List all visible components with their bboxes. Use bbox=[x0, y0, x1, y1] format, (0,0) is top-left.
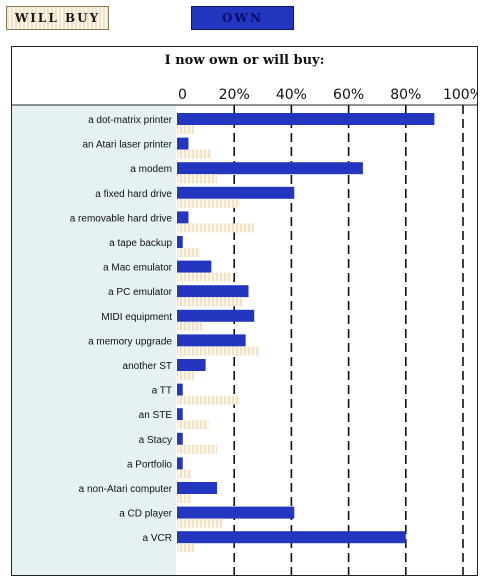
bar-will-buy bbox=[177, 125, 195, 134]
bar-own bbox=[177, 186, 295, 199]
chart-title: I now own or will buy: bbox=[164, 53, 325, 68]
bar-will-buy bbox=[177, 149, 212, 159]
bar-will-buy bbox=[177, 174, 218, 184]
bar-own bbox=[177, 359, 206, 371]
category-label: a non-Atari computer bbox=[79, 484, 173, 495]
bar-will-buy bbox=[177, 272, 232, 282]
legend-will-buy: WILL BUY bbox=[6, 6, 109, 30]
bar-will-buy bbox=[177, 469, 192, 479]
bar-chart: 0 20% 40% 60% 80% 100% a dot-matrix printer an… bbox=[12, 87, 477, 575]
category-label: a Stacy bbox=[139, 435, 172, 446]
bar-own bbox=[177, 260, 212, 273]
bar-will-buy bbox=[177, 420, 209, 430]
bar-will-buy bbox=[177, 223, 255, 233]
chart-panel: 0 20% 40% 60% 80% 100% a dot-matrix printer an… bbox=[11, 46, 478, 576]
category-label: a CD player bbox=[119, 509, 172, 520]
x-tick-label: 80% bbox=[390, 87, 421, 103]
category-label: an Atari laser printer bbox=[83, 140, 173, 151]
category-label: a memory upgrade bbox=[88, 336, 172, 347]
legend-own-label: OWN bbox=[222, 11, 263, 25]
category-label: a tape backup bbox=[109, 238, 172, 249]
bar-own bbox=[177, 285, 249, 298]
legend-own: OWN bbox=[191, 6, 294, 30]
bar-will-buy bbox=[177, 543, 195, 553]
x-tick-label: 40% bbox=[276, 87, 307, 103]
category-label: a modem bbox=[130, 164, 172, 175]
bar-own bbox=[177, 137, 189, 150]
bar-will-buy bbox=[177, 248, 200, 257]
category-label: a fixed hard drive bbox=[95, 189, 172, 200]
bar-will-buy bbox=[177, 321, 203, 331]
bar-own bbox=[177, 236, 183, 248]
bar-will-buy bbox=[177, 297, 243, 307]
bar-own bbox=[177, 432, 183, 445]
category-label: a removable hard drive bbox=[70, 213, 173, 224]
category-label: a TT bbox=[152, 386, 172, 397]
bar-own bbox=[177, 408, 183, 421]
bar-own bbox=[177, 383, 183, 396]
bar-will-buy bbox=[177, 198, 240, 208]
category-label: an STE bbox=[139, 410, 173, 421]
x-tick-label: 100% bbox=[443, 87, 477, 103]
bar-own bbox=[177, 309, 255, 322]
bar-own bbox=[177, 211, 189, 224]
bar-own bbox=[177, 113, 435, 125]
bar-own bbox=[177, 457, 183, 470]
category-label: another ST bbox=[123, 361, 172, 372]
legend-will-buy-label: WILL BUY bbox=[14, 11, 101, 25]
category-label: MIDI equipment bbox=[101, 312, 172, 323]
x-tick-label: 0 bbox=[178, 87, 187, 103]
x-tick-label: 60% bbox=[333, 87, 364, 103]
bar-own bbox=[177, 531, 406, 544]
bar-will-buy bbox=[177, 395, 240, 405]
x-tick-label: 20% bbox=[219, 87, 250, 103]
bar-will-buy bbox=[177, 444, 218, 454]
bar-will-buy bbox=[177, 518, 223, 528]
label-column-bg bbox=[12, 105, 176, 575]
category-label: a VCR bbox=[143, 533, 172, 544]
category-label: a dot-matrix printer bbox=[88, 115, 173, 126]
bar-own bbox=[177, 506, 295, 519]
bar-will-buy bbox=[177, 371, 195, 380]
bar-will-buy bbox=[177, 494, 192, 503]
category-label: a Mac emulator bbox=[103, 263, 173, 274]
category-label: a Portfolio bbox=[127, 459, 172, 470]
bar-own bbox=[177, 334, 246, 347]
bar-will-buy bbox=[177, 346, 260, 356]
bar-own bbox=[177, 482, 218, 494]
bar-own bbox=[177, 162, 363, 175]
category-label: a PC emulator bbox=[108, 287, 173, 298]
